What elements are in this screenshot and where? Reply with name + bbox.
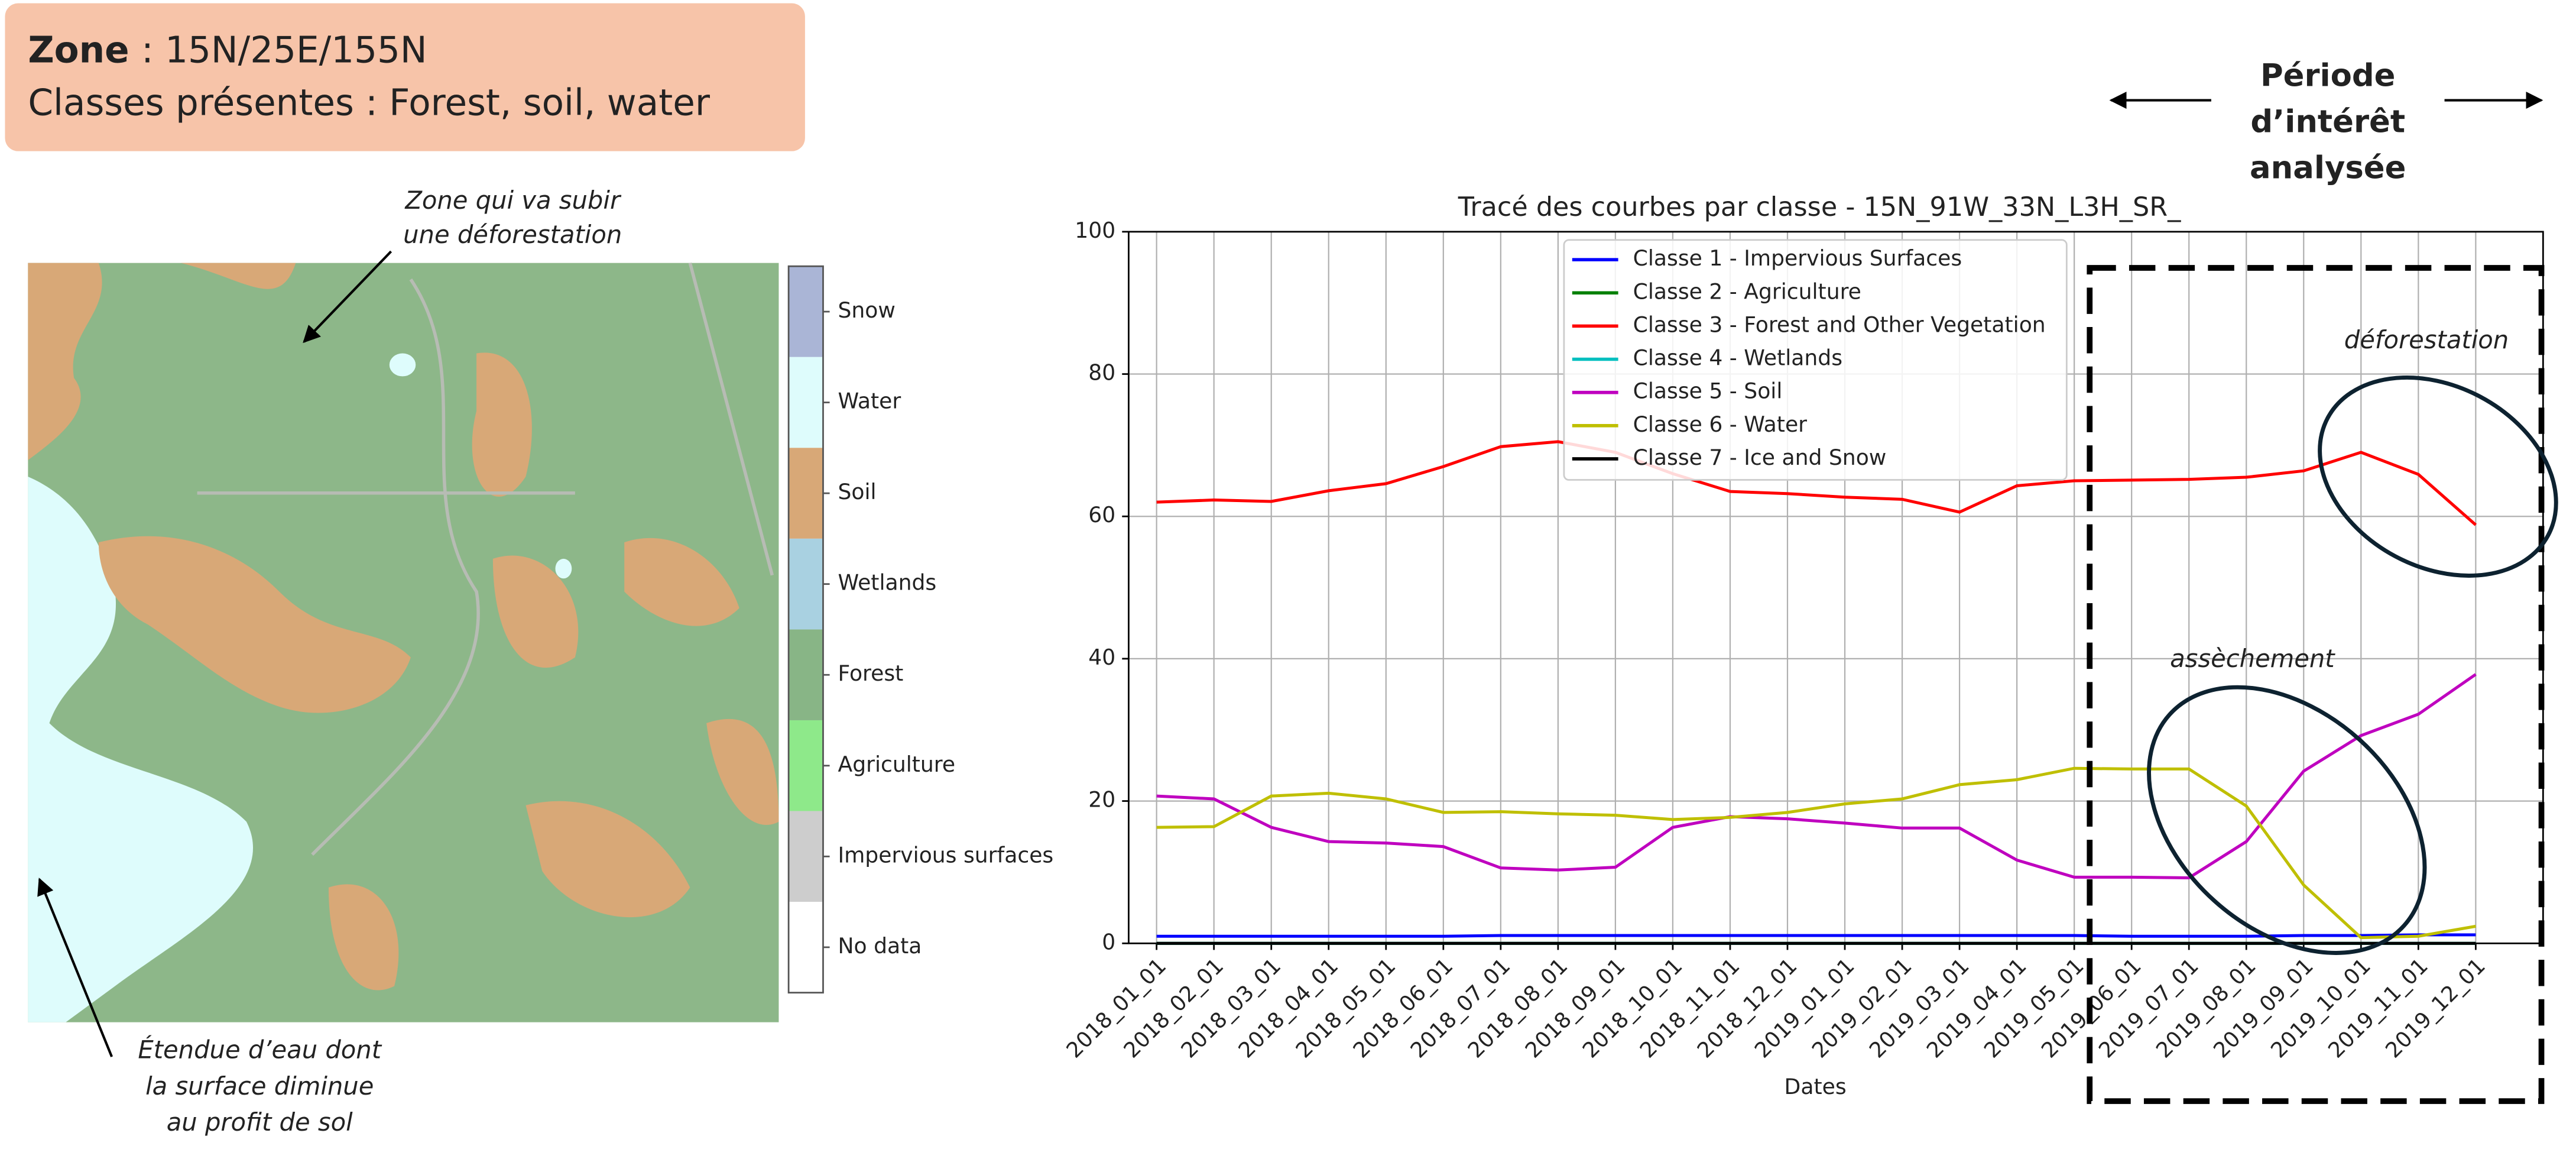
period-label: Période d’intérêt analysée [2250,57,2406,186]
colorbar-swatch [789,902,823,993]
colorbar-frame [787,265,824,994]
period-box [2087,265,2545,1104]
colorbar-label: No data [838,933,922,959]
legend-label: Classe 7 - Ice and Snow [1633,445,1887,470]
colorbar-label: Agriculture [838,752,956,777]
annotation-line: au profit de sol [167,1108,353,1137]
y-tick-label: 40 [1088,645,1115,670]
colorbar-label: Wetlands [838,570,937,595]
annotation: Étendue d’eau dont la surface diminue au p… [138,1035,382,1137]
colorbar-swatch [789,720,823,811]
annotation-line: analysée [2250,150,2406,186]
colorbar-swatch [789,448,823,539]
arrow [37,878,113,1057]
colorbar-label: Water [838,389,901,414]
annotation-line: Étendue d’eau dont [138,1035,382,1064]
highlight-ellipse [2318,376,2558,578]
data-line [1156,766,2476,940]
annotation-line: d’intérêt [2250,103,2405,140]
legend-label: Classe 1 - Impervious Surfaces [1633,245,1962,271]
annotation-line: Zone qui va subir [404,186,622,215]
land-cover-map [28,262,779,1022]
legend-label: Classe 2 - Agriculture [1633,279,1861,304]
annotation: assèchement [2170,644,2335,673]
y-tick-label: 80 [1088,360,1115,386]
legend-label: Classe 6 - Water [1633,412,1808,437]
x-axis-label: Dates [1785,1074,1847,1099]
highlight-ellipse [2147,685,2427,955]
legend-label: Classe 3 - Forest and Other Vegetation [1633,312,2046,337]
colorbar-label: Soil [838,479,877,504]
colorbar-label: Impervious surfaces [838,842,1054,868]
classes: Classes présentes : Forest, soil, water [28,82,710,124]
annotation-line: la surface diminue [145,1072,374,1100]
y-tick-label: 20 [1088,787,1115,813]
colorbar-swatch [789,538,823,630]
x-tick-label: 2019_12_01 [2380,953,2490,1063]
zone-label: Zone [28,30,129,72]
y-tick-label: 0 [1102,929,1115,954]
legend-label: Classe 5 - Soil [1633,378,1783,404]
annotation: déforestation [2344,325,2509,354]
colorbar-swatch [789,629,823,720]
annotation: Zone qui va subir une déforestation [403,186,622,249]
legend-box [1563,239,2068,481]
data-line [1156,440,2477,526]
colorbar-swatch [789,357,823,448]
arrow [303,250,392,344]
colorbar-swatch [789,266,823,357]
colorbar-label: Snow [838,297,896,323]
colorbar-swatch [789,811,823,902]
data-line [1156,673,2477,880]
header-box [5,3,805,151]
y-tick-label: 100 [1075,218,1115,243]
legend-label: Classe 4 - Wetlands [1633,345,1842,371]
annotation-line: Période [2260,57,2396,93]
annotation-line: une déforestation [403,220,622,249]
y-tick-label: 60 [1088,502,1115,527]
colorbar-label: Forest [838,661,904,686]
zone-value: : 15N/25E/155N [141,30,427,72]
data-line [1156,933,2476,938]
chart-title: Tracé des courbes par classe - 15N_91W_3… [1458,192,2181,222]
